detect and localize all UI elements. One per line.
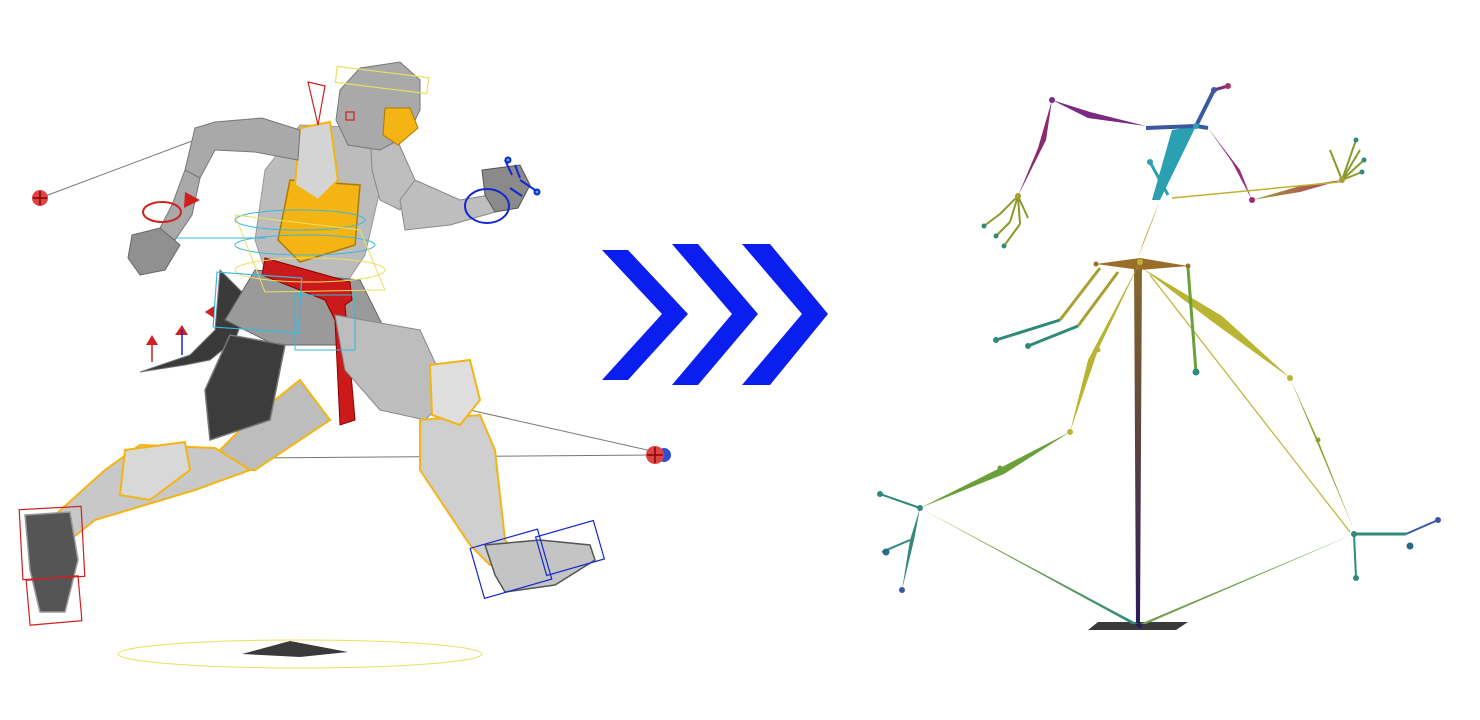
chest-bone xyxy=(1152,126,1196,200)
thigh-right-bone xyxy=(1142,268,1290,378)
shin-left-bone xyxy=(920,432,1070,508)
ik-line-left xyxy=(920,508,1138,624)
shin-right-bone xyxy=(1290,378,1354,530)
toe-right-bone-a xyxy=(1354,534,1356,578)
back-boot xyxy=(25,512,78,612)
pole-line-elbow xyxy=(40,138,200,198)
hip-twist-bone-right xyxy=(1150,275,1350,532)
transition-chevrons xyxy=(602,244,828,385)
toe-left-bone-a xyxy=(880,494,920,508)
pole-line-knee-upper xyxy=(470,410,656,452)
ground-shadow xyxy=(242,641,348,657)
pole-target-elbow[interactable] xyxy=(32,190,48,206)
arm-twist-bone-right xyxy=(1172,182,1340,198)
neck-bone xyxy=(1196,90,1214,126)
hand-left-bones xyxy=(984,196,1028,246)
forearm-left-bone xyxy=(1018,100,1052,196)
upper-arm-left-bone xyxy=(1052,100,1146,126)
back-forearm xyxy=(158,170,200,240)
toe-right-bone-b xyxy=(1406,520,1438,534)
ik-line-right xyxy=(1140,534,1354,624)
spine-bone xyxy=(1138,200,1160,258)
pole-target-knee[interactable] xyxy=(646,446,671,464)
upper-arm-right-bone xyxy=(1208,128,1252,200)
foot-left-bone xyxy=(902,508,920,590)
rigged-character xyxy=(19,62,671,668)
joint-markers xyxy=(877,83,1441,629)
clavicle-left xyxy=(1146,126,1196,128)
chevron-icon xyxy=(602,250,688,380)
root-bone xyxy=(1134,262,1142,626)
bone-skeleton xyxy=(877,83,1441,630)
hand-right-bones xyxy=(1330,140,1364,180)
neck-control-triangle[interactable] xyxy=(308,82,325,125)
